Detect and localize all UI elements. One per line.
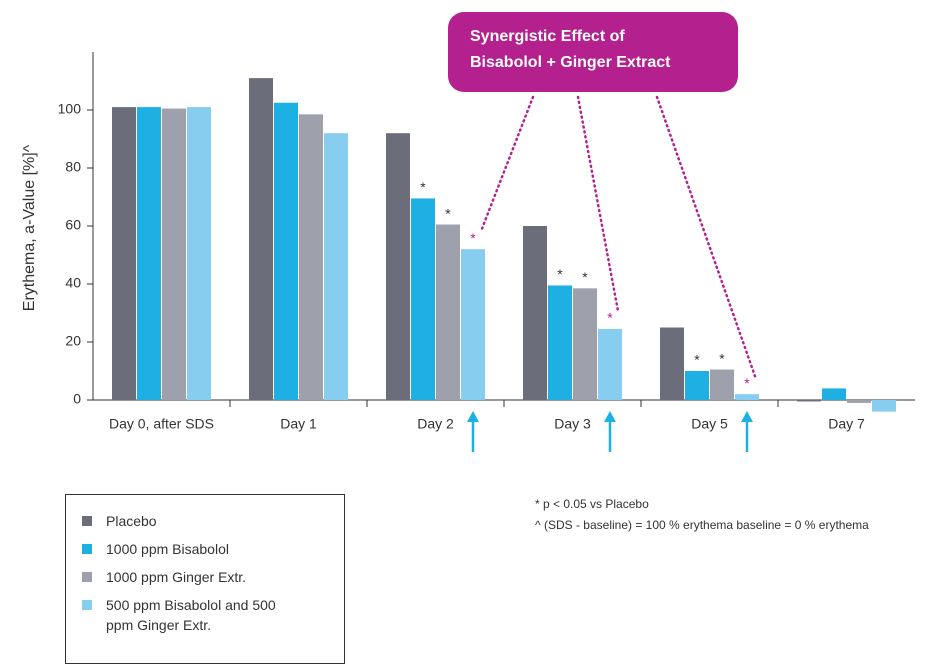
bar <box>112 107 136 400</box>
bar <box>461 249 485 400</box>
bar <box>386 133 410 400</box>
y-tick-label: 100 <box>58 101 82 117</box>
bar <box>735 394 759 400</box>
bar <box>274 102 298 400</box>
bar <box>137 107 161 400</box>
legend-swatch <box>82 516 92 526</box>
arrow-head <box>741 411 753 422</box>
bar <box>187 107 211 400</box>
bar <box>523 226 547 400</box>
legend-swatch <box>82 572 92 582</box>
x-tick-label: Day 0, after SDS <box>109 416 214 432</box>
legend-entry: 500 ppm Bisabolol and 500 ppm Ginger Ext… <box>82 595 291 635</box>
callout-line: Bisabolol + Ginger Extract <box>470 54 671 71</box>
y-tick-label: 0 <box>73 391 81 407</box>
legend-swatch <box>82 600 92 610</box>
arrow-head <box>604 411 616 422</box>
value-label: * <box>582 269 588 285</box>
bar <box>685 371 709 400</box>
note: * p < 0.05 vs Placebo <box>535 497 649 511</box>
value-label: * <box>445 205 451 221</box>
value-label: * <box>744 375 750 391</box>
bar <box>710 369 734 400</box>
legend-entry: Placebo <box>82 511 291 531</box>
bar <box>573 288 597 400</box>
y-tick-label: 20 <box>65 333 81 349</box>
legend-label: 1000 ppm Bisabolol <box>106 541 229 557</box>
bar <box>872 400 896 412</box>
bar <box>660 327 684 400</box>
x-tick-label: Day 1 <box>280 416 317 432</box>
bar <box>548 285 572 400</box>
callout-box <box>448 12 738 92</box>
bar <box>162 108 186 401</box>
callout-pointer <box>576 95 620 313</box>
value-label: * <box>719 350 725 366</box>
x-tick-label: Day 5 <box>691 416 728 432</box>
bar <box>324 133 348 400</box>
legend-label: Placebo <box>106 513 157 529</box>
x-tick-label: Day 7 <box>828 416 865 432</box>
value-label: * <box>607 310 613 326</box>
legend-label: 1000 ppm Ginger Extr. <box>106 569 247 585</box>
y-tick-label: 40 <box>65 275 81 291</box>
y-tick-label: 80 <box>65 159 81 175</box>
value-label: * <box>470 230 476 246</box>
legend-entry: 1000 ppm Bisabolol <box>82 539 291 559</box>
callout-pointer <box>479 95 535 233</box>
value-label: * <box>694 352 700 368</box>
callout-pointer <box>655 95 757 378</box>
bar <box>411 198 435 400</box>
value-label: * <box>557 266 563 282</box>
x-tick-label: Day 3 <box>554 416 591 432</box>
legend: Placebo 1000 ppm Bisabolol 1000 ppm Ginger… <box>65 494 345 664</box>
bar <box>822 388 846 400</box>
y-axis-label: Erythema, a-Value [%]^ <box>21 144 38 311</box>
bar <box>847 400 871 403</box>
legend-swatch <box>82 544 92 554</box>
bar <box>598 328 622 400</box>
legend-entry: 1000 ppm Ginger Extr. <box>82 567 291 587</box>
bar <box>249 78 273 400</box>
x-tick-label: Day 2 <box>417 416 454 432</box>
y-tick-label: 60 <box>65 217 81 233</box>
legend-label: 500 ppm Bisabolol and 500 ppm Ginger Ext… <box>106 597 276 633</box>
callout-line: Synergistic Effect of <box>470 28 625 45</box>
bar <box>299 114 323 400</box>
arrow-head <box>467 411 479 422</box>
note: ^ (SDS - baseline) = 100 % erythema base… <box>535 518 869 532</box>
bar <box>797 400 821 402</box>
bar <box>436 224 460 400</box>
value-label: * <box>420 179 426 195</box>
